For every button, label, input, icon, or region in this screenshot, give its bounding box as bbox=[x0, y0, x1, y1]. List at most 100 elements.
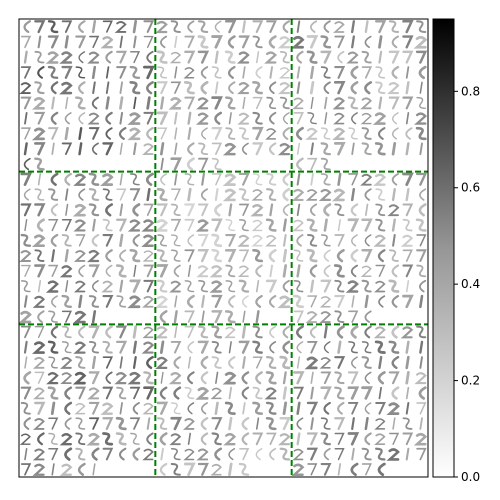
digit-cell bbox=[227, 65, 236, 79]
digit-cell bbox=[334, 356, 346, 369]
digit-cell bbox=[88, 188, 100, 201]
digit-cell bbox=[19, 433, 31, 445]
digit-cell bbox=[187, 111, 192, 125]
digit-cell bbox=[195, 387, 210, 400]
digit-cell bbox=[296, 234, 304, 247]
digit-cell bbox=[269, 66, 274, 79]
digit-cell bbox=[361, 66, 373, 79]
digit-cell bbox=[78, 126, 83, 141]
digit-cell bbox=[51, 295, 58, 308]
digit-cell bbox=[23, 295, 28, 308]
digit-cell bbox=[320, 157, 331, 171]
digit-cell bbox=[415, 50, 428, 64]
digit-cell bbox=[73, 250, 86, 262]
digit-cell bbox=[143, 111, 155, 125]
digit-cell bbox=[364, 234, 372, 247]
digit-cell bbox=[324, 96, 328, 110]
digit-cell bbox=[34, 20, 46, 34]
digit-cell bbox=[293, 249, 304, 262]
digit-cell bbox=[296, 142, 301, 155]
digit-cell bbox=[296, 401, 301, 415]
digit-cell bbox=[119, 142, 123, 155]
digit-cell bbox=[77, 462, 86, 476]
digit-cell bbox=[364, 203, 369, 217]
digit-cell bbox=[351, 447, 355, 461]
digit-cell bbox=[183, 67, 195, 79]
digit-cell bbox=[143, 371, 154, 385]
digit-cell bbox=[92, 280, 99, 293]
digit-cell bbox=[416, 402, 427, 415]
digit-cell bbox=[364, 35, 372, 49]
digit-cell bbox=[195, 112, 209, 125]
digit-cell bbox=[293, 111, 304, 125]
digit-cell bbox=[91, 355, 97, 370]
digit-cell bbox=[105, 127, 113, 140]
digit-cell bbox=[78, 142, 83, 156]
digit-cell bbox=[48, 432, 58, 445]
digit-cell bbox=[402, 35, 414, 49]
digit-cell bbox=[377, 371, 386, 385]
digit-cell bbox=[127, 371, 141, 385]
digit-cell bbox=[51, 463, 55, 476]
colorbar-tick-label: 0.8 bbox=[461, 84, 480, 98]
digit-cell bbox=[31, 97, 46, 110]
digit-cell bbox=[129, 188, 141, 201]
digit-cell bbox=[228, 341, 232, 354]
digit-cell bbox=[211, 157, 222, 171]
digit-cell bbox=[293, 310, 304, 323]
digit-cell bbox=[387, 82, 400, 95]
digit-cell bbox=[374, 340, 386, 354]
digit-cell bbox=[419, 279, 427, 293]
colorbar: 0.0 0.2 0.4 0.6 0.8 bbox=[432, 18, 480, 484]
digit-cell bbox=[282, 233, 287, 247]
digit-cell bbox=[105, 249, 113, 263]
digit-cell bbox=[375, 203, 386, 217]
digit-cell bbox=[305, 127, 318, 140]
digit-cell bbox=[292, 219, 304, 232]
digit-cell bbox=[374, 433, 386, 445]
digit-cell bbox=[142, 448, 154, 461]
digit-cell bbox=[88, 295, 100, 308]
digit-cell bbox=[201, 127, 208, 140]
digit-cell bbox=[296, 157, 304, 171]
digit-cell bbox=[269, 447, 277, 461]
digit-cell bbox=[102, 432, 114, 446]
digit-cell bbox=[73, 341, 87, 354]
digit-cell bbox=[391, 188, 396, 202]
digit-cell bbox=[388, 249, 399, 262]
digit-cell bbox=[119, 35, 123, 49]
digit-cell bbox=[350, 65, 359, 80]
digit-cell bbox=[391, 325, 400, 339]
digit-cell bbox=[170, 402, 181, 415]
digit-cell bbox=[373, 234, 386, 247]
digit-cell bbox=[132, 340, 137, 354]
digit-cell bbox=[405, 127, 413, 140]
digit-cell bbox=[402, 96, 414, 110]
digit-cell bbox=[186, 157, 195, 171]
digit-cell bbox=[24, 219, 28, 232]
digit-cell bbox=[36, 218, 45, 232]
digit-cell bbox=[184, 50, 196, 64]
digit-cell bbox=[402, 172, 414, 187]
digit-cell bbox=[184, 310, 195, 323]
digit-cell bbox=[296, 66, 301, 79]
digit-cell bbox=[391, 386, 400, 400]
digit-cell bbox=[265, 416, 277, 431]
digit-cell bbox=[416, 264, 427, 278]
digit-cell bbox=[187, 142, 195, 156]
digit-cell bbox=[351, 356, 358, 369]
digit-cell bbox=[332, 97, 346, 110]
digit-cell bbox=[296, 172, 301, 186]
digit-cell bbox=[279, 50, 290, 64]
digit-cell bbox=[350, 81, 359, 95]
digit-cell bbox=[348, 341, 358, 354]
digit-cell bbox=[34, 81, 45, 95]
digit-cell bbox=[306, 50, 318, 64]
digit-cell bbox=[155, 356, 168, 369]
digit-cell bbox=[200, 371, 209, 385]
digit-cell bbox=[282, 112, 290, 125]
digit-cell bbox=[364, 432, 372, 446]
digit-cell bbox=[146, 417, 151, 430]
digit-cell bbox=[323, 341, 331, 354]
digit-cell bbox=[238, 279, 250, 293]
